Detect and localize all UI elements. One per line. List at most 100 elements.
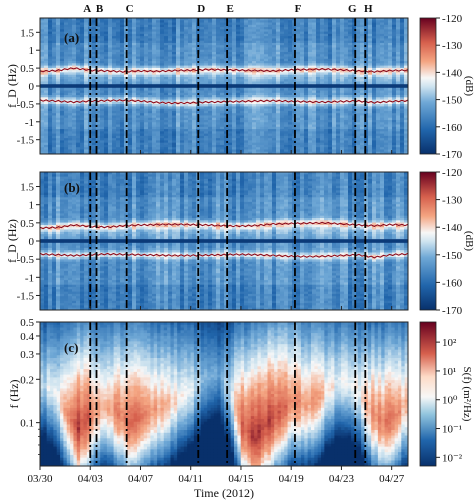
heatmap-cell	[288, 63, 293, 66]
heatmap-cell	[352, 47, 357, 51]
heatmap-cell	[328, 20, 333, 23]
heatmap-cell	[112, 74, 117, 78]
heatmap-cell	[112, 106, 117, 110]
heatmap-cell	[52, 20, 57, 23]
heatmap-cell	[180, 31, 185, 35]
heatmap-cell	[360, 108, 365, 112]
heatmap-cell	[40, 22, 45, 26]
heatmap-cell	[140, 110, 145, 114]
heatmap-cell	[180, 38, 185, 42]
heatmap-cell	[168, 95, 173, 98]
heatmap-cell	[96, 108, 101, 112]
heatmap-cell	[240, 56, 245, 60]
heatmap-cell	[360, 106, 365, 110]
heatmap-cell	[268, 29, 273, 32]
heatmap-cell	[92, 129, 97, 132]
heatmap-cell	[204, 95, 209, 98]
heatmap-cell	[72, 120, 77, 123]
heatmap-cell	[324, 147, 329, 150]
heatmap-cell	[324, 58, 329, 62]
heatmap-cell	[244, 54, 249, 57]
heatmap-cell	[60, 29, 65, 32]
heatmap-cell	[140, 63, 145, 66]
heatmap-cell	[168, 104, 173, 107]
heatmap-cell	[44, 131, 49, 134]
heatmap-cell	[72, 90, 77, 94]
heatmap-cell	[152, 24, 157, 28]
heatmap-cell	[232, 24, 237, 28]
heatmap-cell	[340, 124, 345, 128]
heatmap-cell	[260, 147, 265, 150]
heatmap-cell	[328, 99, 333, 103]
heatmap-cell	[100, 33, 105, 37]
heatmap-cell	[284, 70, 289, 73]
heatmap-cell	[332, 76, 337, 80]
heatmap-cell	[60, 95, 65, 98]
heatmap-cell	[292, 40, 297, 44]
heatmap-cell	[228, 45, 233, 48]
heatmap-cell	[48, 95, 53, 98]
heatmap-cell	[252, 74, 257, 78]
heatmap-cell	[56, 76, 61, 80]
heatmap-cell	[264, 124, 269, 128]
heatmap-cell	[96, 33, 101, 37]
heatmap-cell	[196, 106, 201, 110]
heatmap-cell	[344, 117, 349, 121]
heatmap-cell	[272, 56, 277, 60]
heatmap-cell	[360, 147, 365, 150]
heatmap-cell	[92, 115, 97, 119]
heatmap-cell	[64, 38, 69, 42]
heatmap-cell	[224, 135, 229, 139]
heatmap-cell	[104, 124, 109, 128]
heatmap-cell	[44, 113, 49, 116]
heatmap-cell	[68, 61, 73, 64]
heatmap-cell	[104, 63, 109, 66]
heatmap-cell	[80, 24, 85, 28]
heatmap-cell	[280, 90, 285, 94]
heatmap-cell	[148, 124, 153, 128]
heatmap-cell	[276, 54, 281, 57]
heatmap-cell	[272, 22, 277, 26]
heatmap-cell	[264, 38, 269, 42]
heatmap-cell	[52, 76, 57, 80]
heatmap-cell	[280, 97, 285, 100]
heatmap-cell	[272, 52, 277, 55]
heatmap-cell	[320, 104, 325, 107]
heatmap-cell	[356, 20, 361, 23]
heatmap-cell	[320, 129, 325, 132]
heatmap-cell	[40, 18, 45, 21]
heatmap-cell	[184, 27, 189, 30]
heatmap-cell	[104, 113, 109, 116]
heatmap-cell	[356, 138, 361, 141]
heatmap-cell	[64, 129, 69, 132]
heatmap-cell	[84, 33, 89, 37]
heatmap-cell	[356, 27, 361, 30]
heatmap-cell	[120, 40, 125, 44]
heatmap-cell	[364, 151, 369, 154]
heatmap-cell	[328, 90, 333, 94]
heatmap-cell	[256, 122, 261, 125]
heatmap-cell	[228, 104, 233, 107]
heatmap-cell	[220, 108, 225, 112]
heatmap-cell	[328, 113, 333, 116]
heatmap-cell	[76, 108, 81, 112]
heatmap-cell	[64, 131, 69, 134]
heatmap-cell	[276, 144, 281, 148]
heatmap-cell	[72, 31, 77, 35]
heatmap-cell	[52, 79, 57, 82]
heatmap-cell	[312, 138, 317, 141]
heatmap-cell	[252, 22, 257, 26]
heatmap-cell	[300, 52, 305, 55]
heatmap-cell	[100, 29, 105, 32]
heatmap-cell	[84, 129, 89, 132]
heatmap-cell	[68, 95, 73, 98]
heatmap-cell	[104, 72, 109, 76]
heatmap-cell	[316, 81, 321, 85]
heatmap-cell	[116, 110, 121, 114]
heatmap-cell	[196, 126, 201, 130]
heatmap-cell	[112, 113, 117, 116]
heatmap-cell	[64, 79, 69, 82]
heatmap-cell	[164, 38, 169, 42]
heatmap-cell	[216, 65, 221, 69]
heatmap-cell	[216, 36, 221, 39]
